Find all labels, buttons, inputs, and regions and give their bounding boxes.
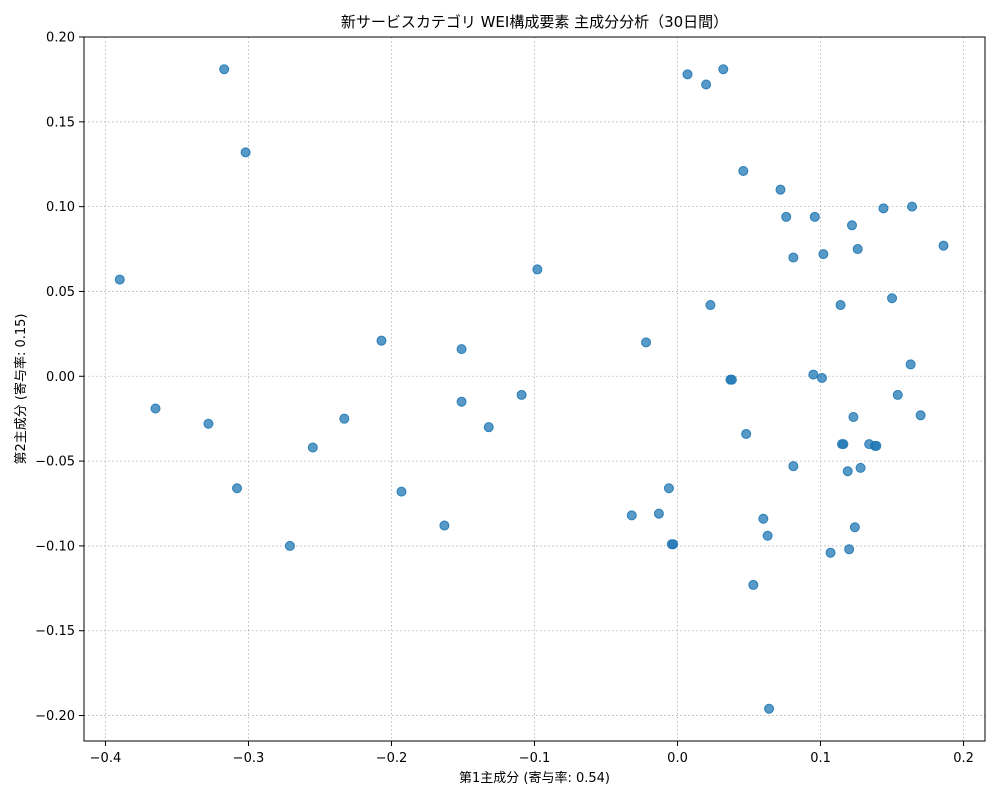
x-tick-label: −0.2 (376, 751, 408, 766)
x-tick-label: −0.4 (90, 751, 122, 766)
scatter-point (825, 547, 836, 558)
scatter-point (705, 300, 716, 311)
scatter-point (240, 147, 251, 158)
scatter-point (835, 300, 846, 311)
scatter-point (788, 461, 799, 472)
scatter-point (775, 184, 786, 195)
y-tick-label: −0.20 (35, 709, 75, 724)
scatter-point (788, 252, 799, 263)
scatter-point (663, 483, 674, 494)
y-axis-label: 第2主成分 (寄与率: 0.15) (13, 313, 29, 464)
scatter-point (907, 201, 918, 212)
y-tick-label: −0.15 (35, 624, 75, 639)
x-ticks: −0.4 −0.3 −0.2 −0.1 0.0 0.1 0.2 (90, 741, 974, 766)
scatter-point (781, 211, 792, 222)
scatter-point (848, 411, 859, 422)
scatter-point (114, 274, 125, 285)
scatter-point (456, 396, 467, 407)
scatter-point (682, 69, 693, 80)
scatter-point (726, 374, 737, 385)
y-tick-label: −0.05 (35, 455, 75, 470)
y-tick-label: 0.20 (46, 31, 75, 46)
y-tick-label: 0.15 (46, 115, 75, 130)
scatter-point (915, 410, 926, 421)
y-tick-label: 0.10 (46, 200, 75, 215)
scatter-point (844, 544, 855, 555)
y-tick-label: −0.10 (35, 539, 75, 554)
scatter-point (219, 64, 230, 75)
x-axis-label: 第1主成分 (寄与率: 0.54) (459, 770, 610, 786)
scatter-point (150, 403, 161, 414)
scatter-point (842, 466, 853, 477)
scatter-point (516, 389, 527, 400)
x-tick-label: −0.1 (519, 751, 551, 766)
scatter-point (668, 539, 679, 550)
y-tick-label: 0.00 (46, 370, 75, 385)
scatter-point (849, 522, 860, 533)
scatter-point (938, 240, 949, 251)
scatter-point (892, 389, 903, 400)
scatter-point (376, 335, 387, 346)
x-tick-label: 0.1 (810, 751, 831, 766)
scatter-point (339, 413, 350, 424)
scatter-point (396, 486, 407, 497)
y-ticks: −0.20 −0.15 −0.10 −0.05 0.00 0.05 0.10 0.15 0.20 (35, 31, 84, 724)
scatter-point (232, 483, 243, 494)
scatter-point (641, 337, 652, 348)
x-tick-label: 0.0 (667, 751, 688, 766)
scatter-point (764, 703, 775, 714)
scatter-point (483, 422, 494, 433)
scatter-point (456, 344, 467, 355)
scatter-point (878, 203, 889, 214)
scatter-point (532, 264, 543, 275)
scatter-point (852, 244, 863, 255)
scatter-point (871, 440, 882, 451)
scatter-point (748, 579, 759, 590)
points-layer (114, 64, 949, 714)
scatter-point (838, 439, 849, 450)
scatter-point (809, 211, 820, 222)
scatter-point (846, 220, 857, 231)
scatter-point (855, 462, 866, 473)
x-tick-label: 0.2 (953, 751, 974, 766)
scatter-point (718, 64, 729, 75)
scatter-point (738, 166, 749, 177)
scatter-point (653, 508, 664, 519)
scatter-point (816, 372, 827, 383)
scatter-point (808, 369, 819, 380)
scatter-point (439, 520, 450, 531)
scatter-point (762, 530, 773, 541)
scatter-point (307, 442, 318, 453)
scatter-point (818, 249, 829, 260)
grid-layer (84, 36, 985, 741)
scatter-point (905, 359, 916, 370)
scatter-point (741, 428, 752, 439)
scatter-point (758, 513, 769, 524)
y-tick-label: 0.05 (46, 285, 75, 300)
scatter-point (701, 79, 712, 90)
scatter-point (626, 510, 637, 521)
scatter-point (203, 418, 214, 429)
chart-title: 新サービスカテゴリ WEI構成要素 主成分分析（30日間） (341, 13, 728, 31)
scatter-point (284, 540, 295, 551)
x-tick-label: −0.3 (233, 751, 265, 766)
scatter-point (887, 293, 898, 304)
